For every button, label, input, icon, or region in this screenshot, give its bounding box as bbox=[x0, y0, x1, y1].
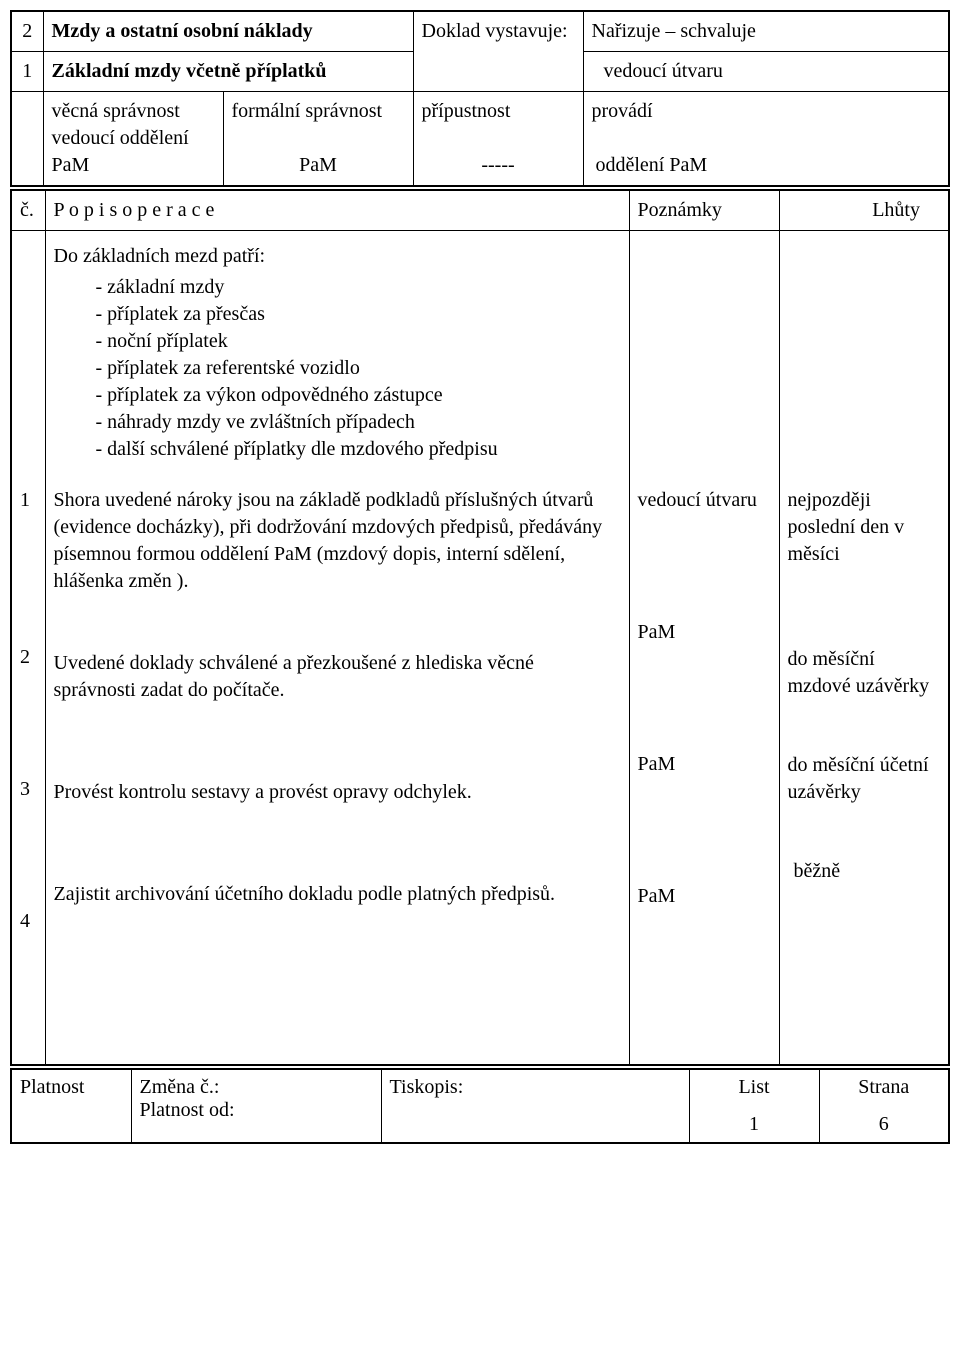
header-table: 2 Mzdy a ostatní osobní náklady Doklad v… bbox=[10, 10, 950, 187]
op-text-3: Provést kontrolu sestavy a provést oprav… bbox=[54, 779, 621, 806]
footer-strana-label: Strana bbox=[858, 1076, 909, 1098]
footer-table: Platnost Změna č.: Platnost od: Tiskopis… bbox=[10, 1068, 950, 1144]
header-num-1: 1 bbox=[11, 52, 43, 92]
pripustnost-sub: ----- bbox=[422, 152, 575, 179]
header-title-2: Základní mzdy včetně příplatků bbox=[43, 52, 413, 92]
footer-zmena-cell: Změna č.: Platnost od: bbox=[131, 1069, 381, 1143]
formalni-label: formální správnost bbox=[232, 100, 383, 122]
op-text-1: Shora uvedené nároky jsou na základě pod… bbox=[54, 487, 621, 595]
op-notes-3: PaM bbox=[638, 751, 771, 778]
pripustnost-cell: přípustnost ----- bbox=[413, 92, 583, 187]
ops-header-desc: P o p i s o p e r a c e bbox=[45, 190, 629, 231]
vecna-sub: vedoucí oddělení bbox=[52, 127, 189, 149]
op-notes-2: PaM bbox=[638, 619, 771, 646]
op-text-2: Uvedené doklady schválené a přezkoušené … bbox=[54, 650, 621, 704]
ops-num-col: 1 2 3 4 bbox=[11, 231, 45, 1066]
footer-list-label: List bbox=[738, 1076, 769, 1098]
op-lhuty-2: do měsíční mzdové uzávěrky bbox=[788, 646, 941, 700]
intro-list: základní mzdy příplatek za přesčas noční… bbox=[54, 274, 621, 463]
blank-cell bbox=[11, 92, 43, 187]
footer-platnost-od: Platnost od: bbox=[140, 1099, 235, 1121]
footer-strana-cell: Strana 6 bbox=[819, 1069, 949, 1143]
op-num-2: 2 bbox=[20, 644, 37, 671]
op-lhuty-3: do měsíční účetní uzávěrky bbox=[788, 752, 941, 806]
footer-list-cell: List 1 bbox=[689, 1069, 819, 1143]
ops-header-notes: Poznámky bbox=[629, 190, 779, 231]
document-page: 2 Mzdy a ostatní osobní náklady Doklad v… bbox=[0, 0, 960, 1144]
formalni-sub: PaM bbox=[232, 152, 405, 179]
ops-header-c: č. bbox=[11, 190, 45, 231]
list-item: další schválené příplatky dle mzdového p… bbox=[96, 436, 621, 463]
ops-desc-col: Do základních mezd patří: základní mzdy … bbox=[45, 231, 629, 1066]
doklad-label: Doklad vystavuje: bbox=[413, 11, 583, 92]
op-num-3: 3 bbox=[20, 776, 37, 803]
list-item: příplatek za referentské vozidlo bbox=[96, 355, 621, 382]
op-notes-1: vedoucí útvaru bbox=[638, 487, 771, 514]
provadi-sub: oddělení PaM bbox=[592, 154, 708, 176]
list-item: náhrady mzdy ve zvláštních případech bbox=[96, 409, 621, 436]
list-item: základní mzdy bbox=[96, 274, 621, 301]
op-lhuty-4: běžně bbox=[788, 858, 941, 885]
pripustnost-label: přípustnost bbox=[422, 100, 511, 122]
ops-table: č. P o p i s o p e r a c e Poznámky Lhůt… bbox=[10, 189, 950, 1066]
op-num-1: 1 bbox=[20, 487, 37, 514]
header-num-2: 2 bbox=[11, 11, 43, 52]
list-item: noční příplatek bbox=[96, 328, 621, 355]
footer-tiskopis: Tiskopis: bbox=[381, 1069, 689, 1143]
op-text-4: Zajistit archivování účetního dokladu po… bbox=[54, 881, 621, 908]
header-title-1: Mzdy a ostatní osobní náklady bbox=[43, 11, 413, 52]
vecna-spravnost-cell: věcná správnost vedoucí oddělení PaM bbox=[43, 92, 223, 187]
intro-lead: Do základních mezd patří: bbox=[54, 243, 621, 270]
provadi-cell: provádí oddělení PaM bbox=[583, 92, 949, 187]
op-notes-4: PaM bbox=[638, 883, 771, 910]
vecna-label: věcná správnost bbox=[52, 100, 180, 122]
footer-list-val: 1 bbox=[749, 1113, 759, 1135]
list-item: příplatek za přesčas bbox=[96, 301, 621, 328]
provadi-label: provádí bbox=[592, 100, 653, 122]
formalni-spravnost-cell: formální správnost PaM bbox=[223, 92, 413, 187]
vedouci-utvaru: vedoucí útvaru bbox=[583, 52, 949, 92]
schvaluje-label: Nařizuje – schvaluje bbox=[583, 11, 949, 52]
ops-header-lhuty: Lhůty bbox=[779, 190, 949, 231]
op-lhuty-1: nejpozději poslední den v měsíci bbox=[788, 487, 941, 568]
footer-zmena: Změna č.: bbox=[140, 1076, 220, 1098]
ops-lhuty-col: nejpozději poslední den v měsíci do měsí… bbox=[779, 231, 949, 1066]
footer-platnost: Platnost bbox=[11, 1069, 131, 1143]
footer-strana-val: 6 bbox=[879, 1113, 889, 1135]
ops-notes-col: vedoucí útvaru PaM PaM PaM bbox=[629, 231, 779, 1066]
list-item: příplatek za výkon odpovědného zástupce bbox=[96, 382, 621, 409]
vecna-sub2: PaM bbox=[52, 154, 90, 176]
op-num-4: 4 bbox=[20, 908, 37, 935]
